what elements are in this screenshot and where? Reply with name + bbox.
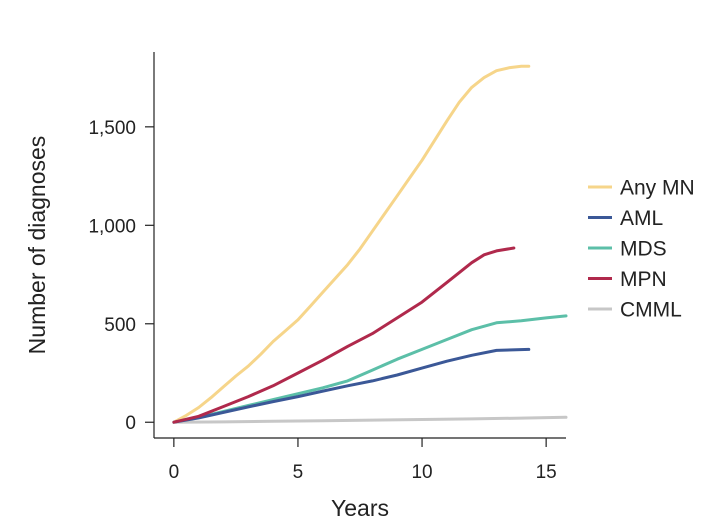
legend-label: AML bbox=[620, 207, 663, 230]
x-tick-label: 0 bbox=[169, 462, 180, 483]
x-tick-label: 5 bbox=[293, 462, 304, 483]
series-layer bbox=[172, 64, 568, 424]
legend-label: MPN bbox=[620, 268, 667, 291]
series-line-cmml bbox=[172, 415, 568, 424]
x-axis-title: Years bbox=[331, 495, 389, 521]
series-line-mds bbox=[172, 314, 568, 424]
y-axis-ticks: 0 500 1,000 1,500 bbox=[88, 118, 154, 434]
legend-label: Any MN bbox=[620, 177, 695, 200]
x-tick-label: 15 bbox=[536, 462, 557, 483]
y-tick-label: 1,500 bbox=[88, 118, 136, 139]
legend-label: MDS bbox=[620, 238, 667, 261]
y-tick-label: 1,000 bbox=[88, 216, 136, 237]
series-line-mpn bbox=[172, 246, 516, 424]
y-axis-title: Number of diagnoses bbox=[24, 136, 50, 355]
legend-label: CMML bbox=[620, 299, 682, 322]
series-line-aml bbox=[172, 347, 531, 424]
y-tick-label: 500 bbox=[104, 315, 136, 336]
x-tick-label: 10 bbox=[411, 462, 432, 483]
x-axis-ticks: 0 5 10 15 bbox=[169, 438, 557, 483]
y-tick-label: 0 bbox=[125, 413, 136, 434]
legend: Any MN AML MDS MPN CMML bbox=[588, 177, 695, 322]
series-line-any-mn bbox=[172, 64, 531, 424]
